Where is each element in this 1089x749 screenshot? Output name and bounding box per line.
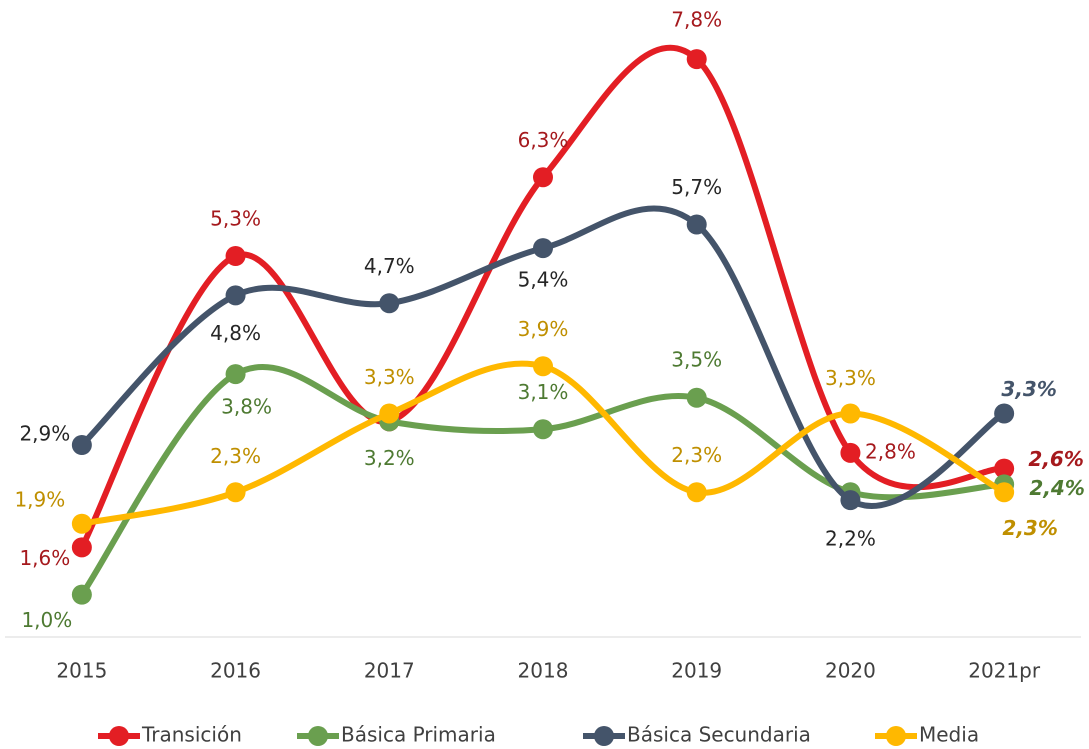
- data-label: 2,3%: [671, 443, 722, 467]
- x-tick-label: 2018: [518, 659, 569, 683]
- data-label: 2,3%: [210, 444, 261, 468]
- data-label: 5,7%: [671, 175, 722, 199]
- data-point: [225, 246, 246, 266]
- data-label: 1,6%: [19, 546, 70, 570]
- legend-item: Básica Secundaria: [583, 723, 811, 747]
- data-label: 6,3%: [518, 128, 569, 152]
- x-tick-label: 2016: [210, 659, 261, 683]
- data-point: [840, 403, 861, 424]
- data-label: 3,3%: [825, 366, 876, 390]
- data-label: 2,3%: [1002, 516, 1057, 540]
- data-point: [225, 364, 246, 385]
- data-label: 1,9%: [14, 487, 65, 511]
- data-point: [686, 387, 707, 408]
- data-point: [379, 293, 400, 314]
- data-label: 4,8%: [210, 321, 261, 345]
- data-label: 3,3%: [1001, 377, 1056, 401]
- data-point: [840, 490, 861, 511]
- data-label: 7,8%: [671, 8, 722, 32]
- data-label: 2,4%: [1029, 476, 1084, 500]
- data-point: [225, 482, 246, 503]
- legend-label: Básica Secundaria: [627, 723, 811, 747]
- data-point: [994, 458, 1015, 479]
- data-point: [225, 285, 246, 306]
- x-tick-label: 2015: [56, 659, 107, 683]
- x-tick-label: 2017: [364, 659, 415, 683]
- data-point: [533, 167, 553, 188]
- data-label: 3,2%: [364, 446, 415, 470]
- data-point: [71, 513, 92, 534]
- data-point: [533, 356, 553, 377]
- data-point: [379, 403, 400, 424]
- data-label: 3,8%: [221, 395, 272, 419]
- data-label: 3,1%: [518, 380, 569, 404]
- x-tick-label: 2021pr: [968, 659, 1041, 683]
- legend-label: Media: [919, 723, 979, 747]
- x-tick-label: 2020: [825, 659, 876, 683]
- legend-item: Básica Primaria: [297, 723, 496, 747]
- data-label: 2,8%: [865, 439, 916, 463]
- data-point: [994, 403, 1015, 424]
- data-point: [686, 482, 707, 503]
- data-point: [994, 482, 1015, 503]
- legend-swatch-marker: [594, 726, 614, 746]
- data-label: 2,2%: [825, 527, 876, 551]
- legend-swatch-marker: [109, 726, 129, 746]
- legend-swatch-marker: [886, 726, 906, 746]
- series-line: [78, 44, 1008, 551]
- data-point: [71, 435, 92, 455]
- legend-label: Básica Primaria: [341, 723, 496, 747]
- data-point: [71, 537, 92, 558]
- legend-item: Media: [875, 723, 979, 747]
- data-point: [686, 214, 707, 235]
- data-label: 3,9%: [518, 317, 569, 341]
- data-point: [533, 419, 553, 440]
- legend-label: Transición: [141, 723, 242, 747]
- data-label: 3,5%: [671, 347, 722, 371]
- data-label: 5,3%: [210, 207, 261, 231]
- legend-item: Transición: [98, 723, 242, 747]
- data-point: [840, 442, 861, 463]
- data-label: 2,6%: [1028, 447, 1083, 471]
- data-label: 4,7%: [364, 254, 415, 278]
- legend-swatch-marker: [308, 726, 328, 746]
- data-point: [533, 238, 553, 259]
- x-tick-label: 2019: [671, 659, 722, 683]
- data-label: 3,3%: [364, 365, 415, 389]
- data-label: 1,0%: [21, 608, 72, 632]
- data-label: 5,4%: [518, 268, 569, 292]
- data-point: [686, 49, 707, 70]
- data-point: [71, 584, 92, 605]
- data-label: 2,9%: [19, 422, 70, 446]
